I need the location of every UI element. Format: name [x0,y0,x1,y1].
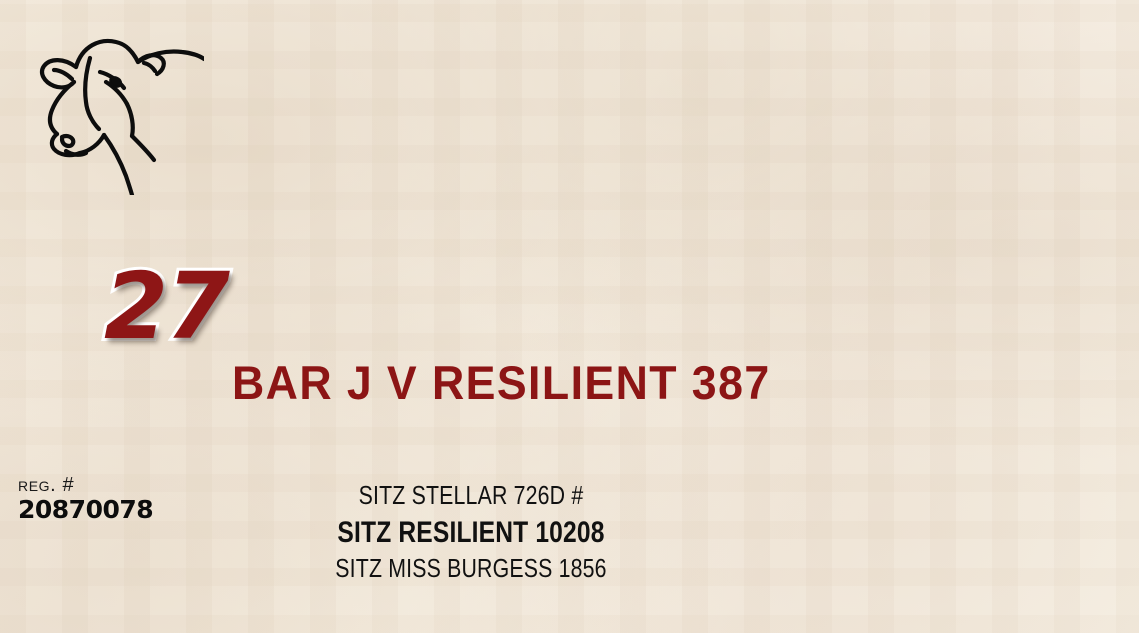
registration-label: Reg. # [18,474,75,496]
sire-grandsire: SITZ STELLAR 726D # [358,479,584,510]
lot-number: 27 [101,253,233,360]
registration-number: 20870078 [18,495,154,525]
registration-block: Reg. # 20870078 [18,475,1139,523]
sire-granddam: SITZ MISS BURGESS 1856 [335,552,607,583]
sire-name: SITZ RESILIENT 10208 [337,515,605,549]
cow-head-icon [14,10,204,195]
page-title: BAR J V RESILIENT 387 [232,355,771,409]
sire-pedigree-group: SITZ STELLAR 726D # SITZ RESILIENT 10208… [256,480,686,584]
